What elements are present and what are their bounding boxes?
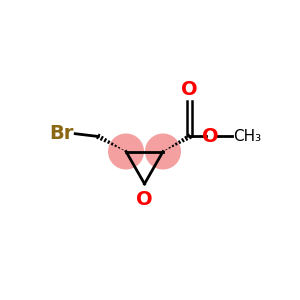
Circle shape [146,134,180,169]
Text: Br: Br [50,124,74,143]
Circle shape [109,134,143,169]
Text: O: O [202,127,219,146]
Text: O: O [136,190,153,208]
Text: O: O [181,80,198,99]
Text: CH₃: CH₃ [233,129,262,144]
